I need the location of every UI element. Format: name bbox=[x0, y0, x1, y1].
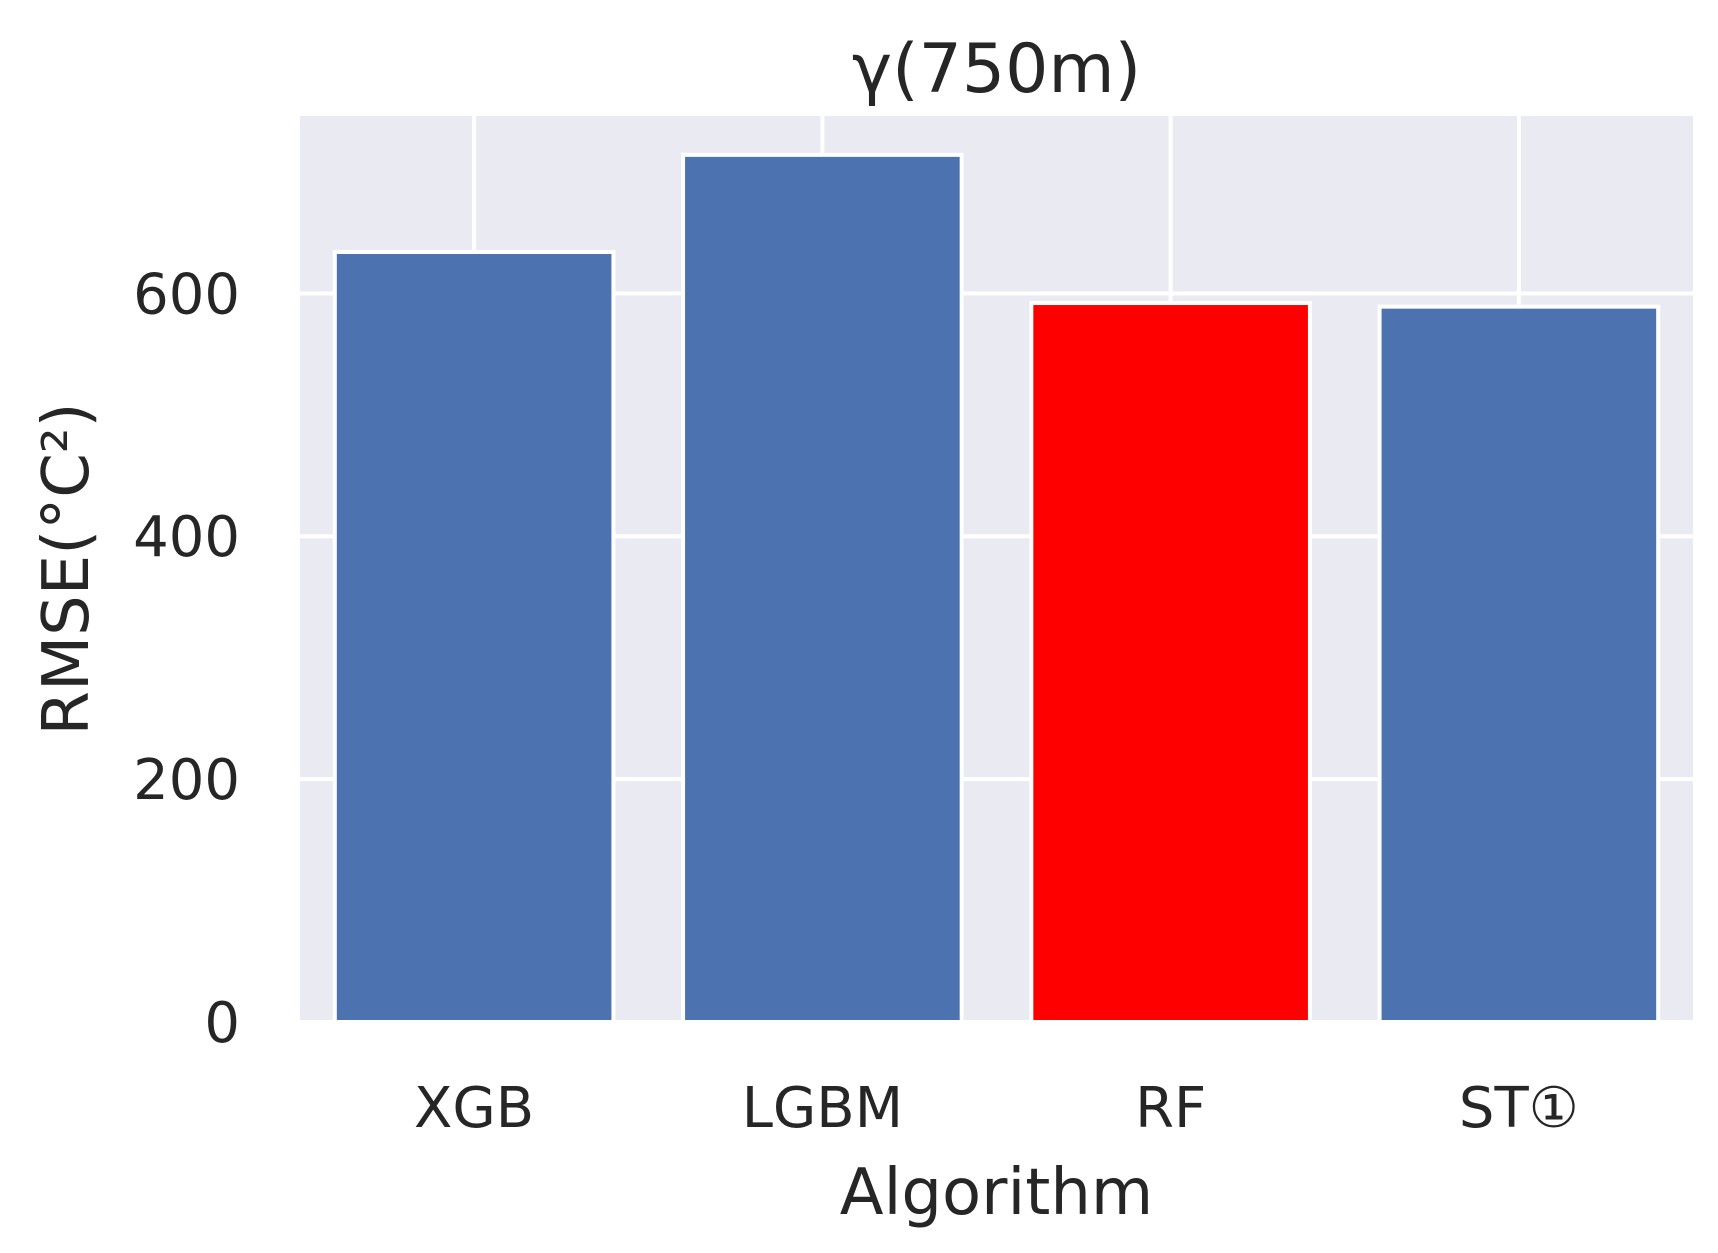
y-axis-label: RMSE(°C²) bbox=[30, 402, 104, 735]
x-tick-label: RF bbox=[1135, 1076, 1206, 1141]
x-tick-label: ST① bbox=[1459, 1076, 1579, 1141]
x-tick-label: XGB bbox=[414, 1076, 534, 1141]
y-tick-label: 600 bbox=[133, 262, 240, 327]
y-tick-label: 200 bbox=[133, 748, 240, 813]
x-axis-ticks: XGB LGBM RF ST① bbox=[414, 1076, 1579, 1141]
bar-rf bbox=[1029, 301, 1312, 1024]
chart-title: γ(750m) bbox=[852, 30, 1141, 109]
bar-xgb bbox=[332, 250, 616, 1025]
x-tick-label: LGBM bbox=[742, 1076, 903, 1141]
y-tick-label: 400 bbox=[133, 505, 240, 570]
bar-lgbm bbox=[681, 152, 964, 1024]
x-axis-label: Algorithm bbox=[840, 1156, 1153, 1230]
y-axis-ticks: 0 200 400 600 bbox=[133, 262, 240, 1056]
bars bbox=[332, 152, 1661, 1025]
bar-st① bbox=[1377, 304, 1661, 1024]
y-tick-label: 0 bbox=[204, 991, 240, 1056]
